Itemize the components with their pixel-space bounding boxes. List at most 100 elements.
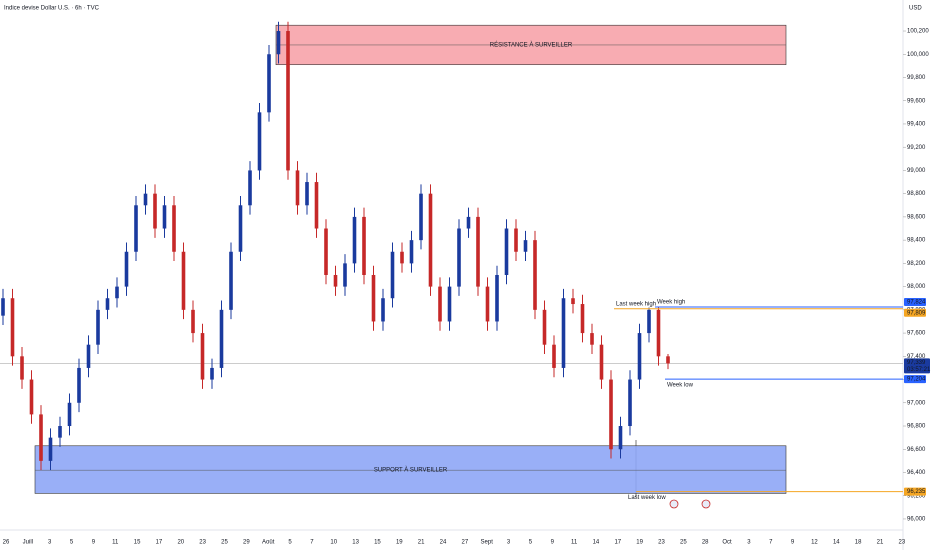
candle-body: [552, 344, 556, 368]
candle-body: [400, 251, 404, 264]
candle-body: [229, 251, 233, 310]
countdown: 03:57:21: [907, 367, 931, 373]
x-tick-label: 10: [330, 540, 337, 546]
x-tick-label: 27: [462, 540, 469, 546]
x-tick-label: 9: [551, 540, 555, 546]
candle-body: [599, 344, 604, 380]
level-name: Last week low: [628, 495, 666, 501]
price-label: 97,339: [907, 360, 926, 366]
candle-body: [438, 286, 442, 322]
x-tick-label: Juill: [23, 540, 33, 546]
zone-label: RÉSISTANCE À SURVEILLER: [490, 42, 573, 49]
x-tick-label: 12: [811, 540, 818, 546]
x-tick-label: 11: [571, 540, 578, 546]
currency: USD: [909, 6, 922, 12]
candle-body: [210, 367, 214, 380]
x-tick-label: 3: [507, 540, 511, 546]
y-tick-label: 96,200: [907, 493, 926, 499]
candle-body: [381, 298, 385, 322]
y-tick-label: 97,400: [907, 354, 926, 360]
axis-label-box: [904, 487, 926, 496]
x-tick-label: 15: [134, 540, 141, 546]
x-tick-label: 25: [221, 540, 228, 546]
y-tick-label: 98,400: [907, 238, 926, 244]
x-tick-label: 7: [769, 540, 773, 546]
candle-body: [67, 402, 72, 427]
candle-body: [162, 205, 167, 229]
y-tick-label: 99,200: [907, 145, 926, 151]
level-name: Last week high: [616, 301, 656, 307]
candle-body: [314, 182, 319, 229]
candle-body: [466, 216, 471, 229]
candle-body: [267, 54, 271, 113]
y-tick-label: 100,200: [907, 29, 929, 35]
candle-body: [153, 193, 157, 229]
candle-body: [333, 274, 338, 287]
candle-body: [200, 333, 205, 380]
x-tick-label: 5: [529, 540, 533, 546]
candle-body: [39, 414, 43, 461]
x-tick-label: 28: [702, 540, 709, 546]
candle-body: [637, 333, 642, 380]
candle-body: [86, 344, 91, 368]
x-tick-label: 25: [680, 540, 687, 546]
candle-body: [428, 193, 433, 287]
candle-body: [523, 240, 528, 252]
x-tick-label: 11: [112, 540, 119, 546]
candle-body: [286, 31, 290, 171]
x-tick-label: 14: [593, 540, 600, 546]
candle-body: [324, 228, 328, 275]
candle-body: [533, 240, 537, 310]
x-tick-label: 23: [199, 540, 206, 546]
candle-body: [77, 367, 81, 403]
y-tick-label: 98,600: [907, 214, 926, 220]
y-tick-label: 96,000: [907, 517, 926, 523]
x-tick-label: 29: [243, 540, 250, 546]
y-tick-label: 98,200: [907, 261, 926, 267]
candle-body: [248, 170, 252, 206]
y-tick-label: 96,600: [907, 447, 926, 453]
x-tick-label: Oct: [722, 540, 732, 546]
candle-body: [124, 251, 129, 287]
x-tick-label: Août: [262, 540, 275, 546]
candle-body: [666, 356, 670, 364]
candle-body: [618, 426, 623, 450]
candle-body: [409, 240, 414, 264]
axis-label-box: [904, 375, 926, 384]
candle-body: [371, 274, 376, 322]
axis-label: 97,204: [907, 377, 926, 383]
candle-body: [362, 216, 366, 275]
x-tick-label: 18: [855, 540, 862, 546]
y-tick-label: 96,400: [907, 470, 926, 476]
candle-body: [29, 379, 34, 415]
x-tick-label: 20: [177, 540, 184, 546]
y-tick-label: 99,000: [907, 168, 926, 174]
chart-title: Indice devise Dollar U.S. · 6h · TVC: [4, 6, 100, 12]
candle-body: [419, 193, 423, 241]
x-tick-label: 14: [833, 540, 840, 546]
candle-body: [305, 182, 309, 206]
y-tick-label: 96,800: [907, 424, 926, 430]
candle-body: [257, 112, 262, 171]
event-icon[interactable]: [669, 499, 679, 509]
x-tick-label: 23: [899, 540, 906, 546]
x-tick-label: 24: [440, 540, 447, 546]
candle-body: [238, 205, 243, 252]
candle-body: [276, 31, 281, 55]
event-icon[interactable]: [701, 499, 711, 509]
candle-body: [1, 298, 5, 316]
candle-body: [48, 437, 53, 461]
x-tick-label: 3: [747, 540, 751, 546]
x-tick-label: 3: [48, 540, 52, 546]
candle-body: [495, 274, 499, 322]
y-tick-label: 97,000: [907, 400, 926, 406]
x-tick-label: Sept: [481, 540, 494, 546]
candle-body: [647, 309, 651, 334]
axis-label-box: [904, 298, 926, 307]
candle-body: [191, 309, 195, 334]
candle-body: [580, 304, 585, 334]
candle-body: [571, 298, 575, 305]
zone: [34, 445, 787, 494]
x-tick-label: 17: [614, 540, 621, 546]
candle-body: [172, 205, 176, 252]
